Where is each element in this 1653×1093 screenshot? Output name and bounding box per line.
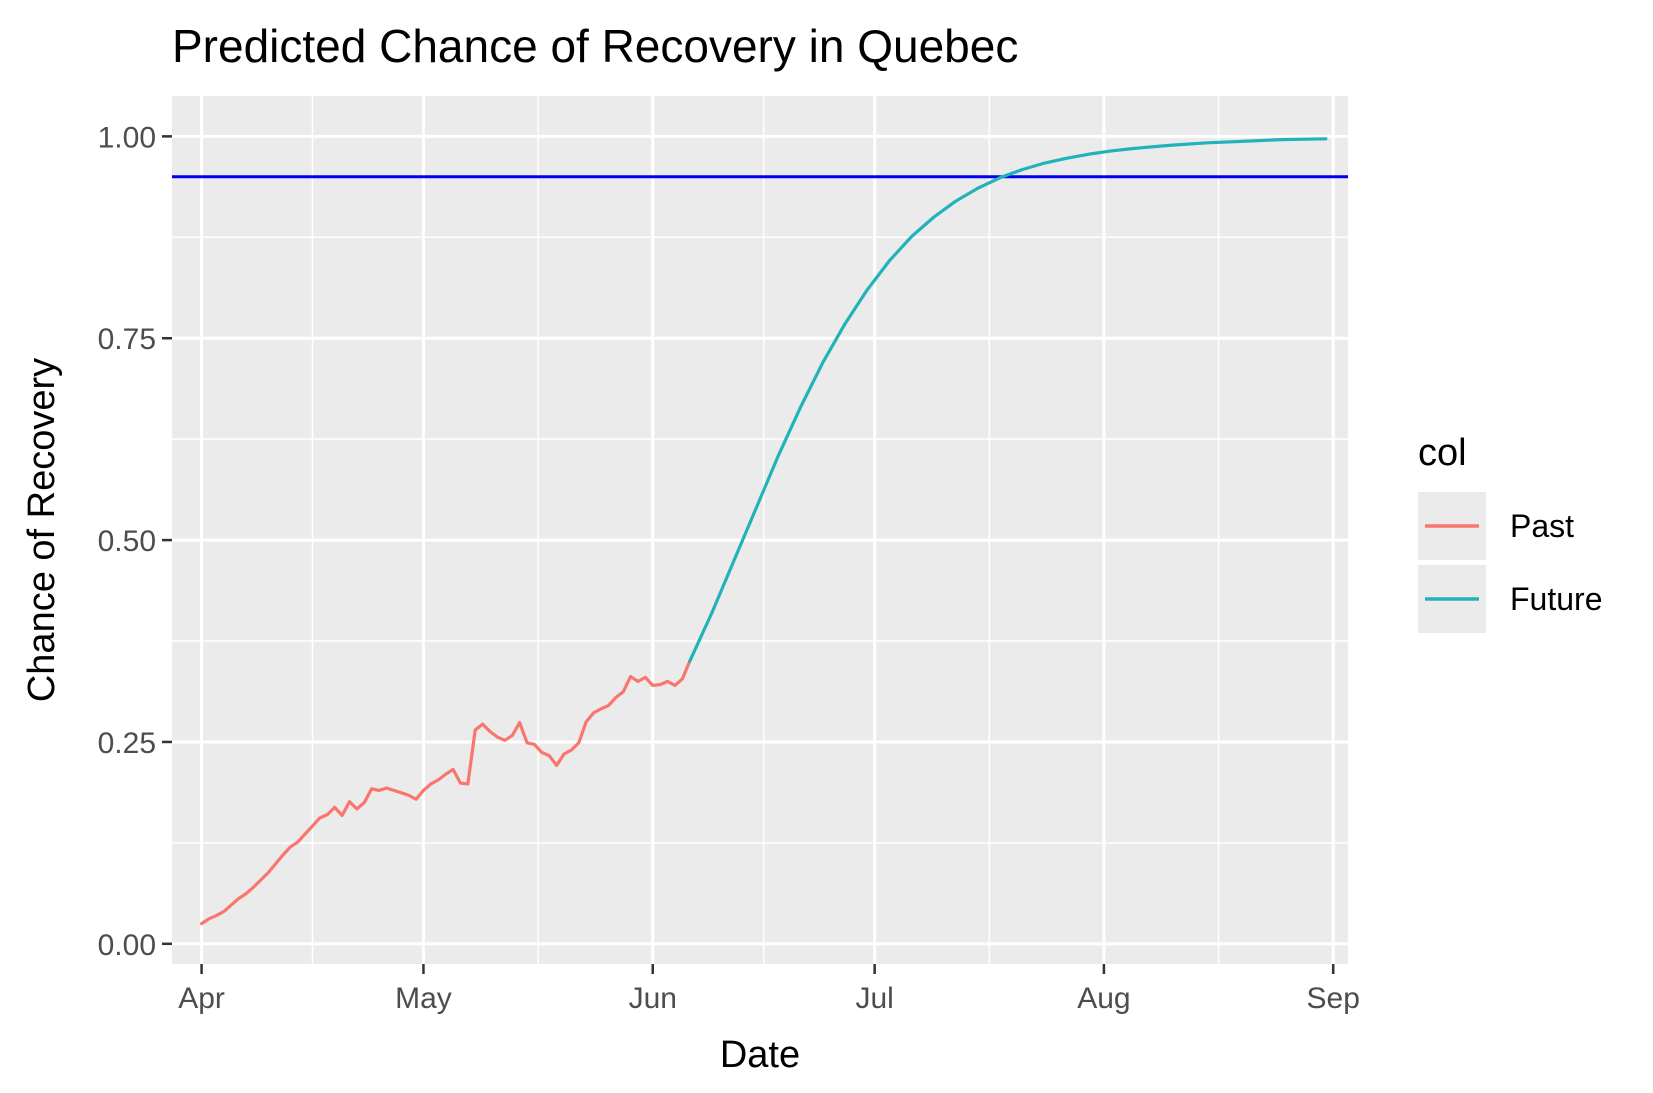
x-tick-label: Jun [629,982,677,1015]
y-axis-label: Chance of Recovery [21,358,63,702]
x-tick-label: Aug [1077,982,1130,1015]
y-tick-label: 0.00 [98,929,156,962]
legend-entries: Past Future [1418,492,1602,633]
legend-entry-past: Past [1418,492,1574,560]
series-line-past [199,659,692,926]
y-tick-label: 0.25 [98,727,156,760]
legend: col Past Future [1418,432,1602,633]
legend-title: col [1418,432,1467,474]
y-tick-label: 0.75 [98,323,156,356]
y-axis: 0.00 0.25 0.50 0.75 1.00 [98,121,172,962]
x-tick-label: Sep [1307,982,1360,1015]
legend-entry-future: Future [1418,565,1602,633]
x-tick-label: Apr [178,982,225,1015]
grid-major [172,96,1348,964]
x-axis-label: Date [720,1034,800,1076]
legend-label: Future [1510,581,1602,617]
x-tick-label: Jul [855,982,893,1015]
series-line-future [688,137,1328,663]
grid-minor [172,96,1348,964]
plot-panel [172,96,1348,964]
x-axis: Apr May Jun Jul Aug Sep [178,964,1360,1015]
series-layer [199,137,1328,926]
chart-title: Predicted Chance of Recovery in Quebec [172,20,1018,72]
y-tick-label: 0.50 [98,525,156,558]
x-tick-label: May [395,982,452,1015]
y-tick-label: 1.00 [98,121,156,154]
legend-label: Past [1510,508,1574,544]
